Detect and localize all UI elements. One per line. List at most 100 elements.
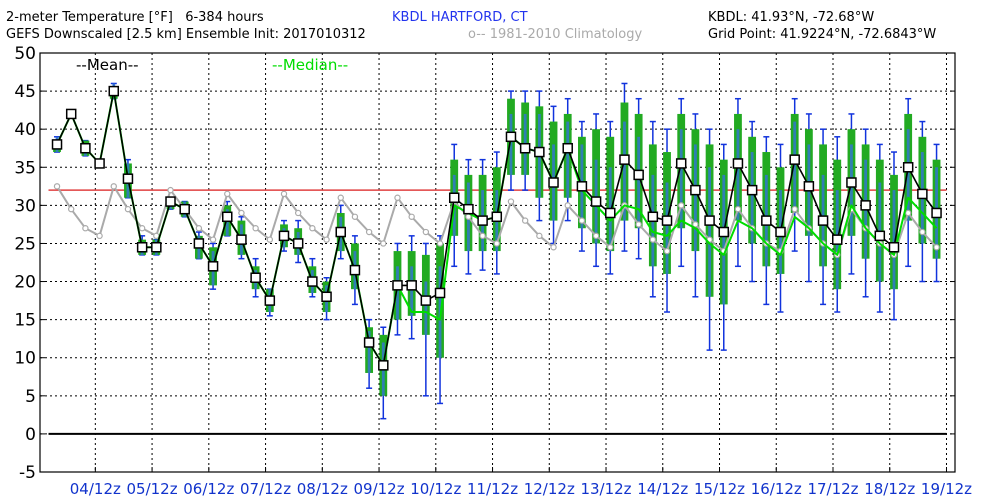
x-tick-label: 10/12z (410, 480, 461, 498)
mean-point (888, 242, 900, 253)
climatology-point (791, 205, 798, 213)
y-tick-label: 0 (25, 425, 36, 445)
mean-point (704, 215, 715, 226)
mean-point (420, 295, 432, 306)
box-core (679, 129, 683, 229)
climatology-point (734, 205, 742, 213)
ensemble-box (592, 113, 600, 268)
mean-point (378, 360, 389, 371)
mean-point (675, 158, 687, 169)
y-tick-label: 10 (14, 349, 36, 369)
mean-point (80, 142, 91, 154)
box-core (665, 182, 669, 274)
climatology-point (266, 236, 274, 243)
box-core (396, 266, 399, 320)
climatology-point (294, 209, 302, 217)
mean-point (363, 337, 375, 348)
mean-point (477, 215, 488, 226)
climatology-point (479, 232, 486, 240)
box-core (736, 129, 740, 221)
mean-point (548, 177, 559, 188)
mean-point (690, 184, 701, 196)
box-core (509, 113, 513, 175)
x-tick-label: 09/12z (353, 480, 404, 498)
mean-point (236, 234, 247, 245)
climatology-point (167, 186, 174, 194)
mean-point (122, 173, 134, 184)
climatology-point (933, 244, 940, 251)
x-tick-label: 05/12z (127, 480, 178, 498)
box-core (424, 281, 428, 335)
x-tick-label: 15/12z (694, 480, 745, 498)
x-tick-label: 14/12z (637, 480, 688, 498)
climatology-point (110, 183, 117, 190)
x-tick-label: 04/12z (70, 480, 121, 498)
climatology-point (919, 228, 926, 236)
x-tick-label: 11/12z (467, 480, 518, 498)
ensemble-box (833, 136, 842, 313)
climatology-point (521, 217, 529, 224)
mean-point (534, 146, 545, 158)
mean-legend: --Mean-- (76, 56, 139, 74)
mean-point (406, 280, 417, 291)
station-name: KBDL HARTFORD, CT (392, 10, 528, 25)
ensemble-box (804, 113, 813, 283)
climatology-point (323, 236, 330, 243)
mean-point (392, 280, 403, 291)
x-tick-label: 16/12z (751, 480, 802, 498)
climatology-point (536, 232, 543, 240)
ensemble-box (563, 97, 572, 222)
box-core (693, 144, 697, 252)
y-tick-label: 15 (14, 311, 36, 331)
mean-point (292, 238, 304, 249)
climatology-point (53, 183, 61, 190)
climatology-point (309, 225, 316, 232)
ensemble-box (677, 97, 686, 268)
climatology-point (649, 236, 657, 243)
mean-point (846, 177, 857, 188)
mean-point (931, 207, 942, 219)
climatology-point (436, 240, 444, 247)
box-core (410, 266, 414, 316)
station-coordinates: KBDL: 41.93°N, -72.68°W (708, 10, 875, 25)
box-core (850, 144, 853, 236)
mean-point (789, 154, 800, 165)
plot-frame (39, 52, 956, 473)
box-core (566, 121, 570, 198)
mean-point (661, 215, 673, 226)
mean-point (321, 291, 332, 303)
climatology-point (238, 209, 245, 217)
climatology-point (209, 236, 217, 243)
climatology-point (365, 228, 373, 236)
x-tick-label: 19/12z (921, 480, 972, 498)
climatology-point (578, 217, 586, 224)
mean-point (448, 192, 460, 203)
mean-point (917, 188, 928, 200)
mean-point (902, 162, 914, 173)
climatology-point (493, 240, 500, 247)
mean-point (817, 215, 829, 226)
x-tick-label: 13/12z (580, 480, 631, 498)
box-core (793, 121, 797, 213)
mean-point (136, 242, 148, 253)
climatology-point (564, 202, 571, 209)
ensemble-box (606, 120, 615, 275)
mean-point (562, 142, 573, 154)
climatology-point (692, 221, 699, 228)
mean-point (463, 203, 474, 215)
mean-point (165, 196, 176, 207)
y-tick-label: 50 (14, 44, 36, 64)
climatology-point (195, 225, 203, 232)
mean-point (250, 272, 261, 283)
y-tick-label: 35 (14, 158, 36, 178)
climatology-point (138, 225, 146, 232)
x-tick-label: 17/12z (807, 480, 858, 498)
climatology-point (252, 225, 259, 232)
ensemble-box (890, 151, 898, 321)
climatology-point (96, 232, 103, 240)
y-tick-label: 25 (14, 234, 36, 254)
ensemble-box (691, 113, 700, 298)
mean-point (108, 85, 120, 97)
box-core (225, 209, 229, 236)
mean-point (434, 287, 446, 299)
